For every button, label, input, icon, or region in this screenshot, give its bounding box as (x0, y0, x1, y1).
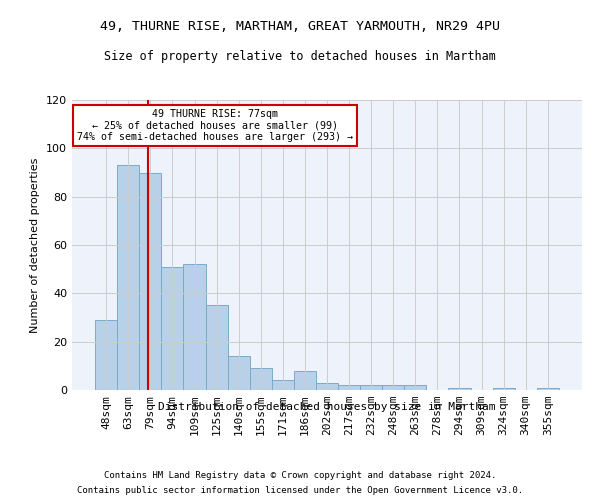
Text: Size of property relative to detached houses in Martham: Size of property relative to detached ho… (104, 50, 496, 63)
Bar (404, 385, 427, 390)
Bar (184, 264, 206, 390)
Text: 49 THURNE RISE: 77sqm
← 25% of detached houses are smaller (99)
74% of semi-deta: 49 THURNE RISE: 77sqm ← 25% of detached … (77, 108, 353, 142)
Bar (227, 356, 250, 390)
Bar (272, 380, 294, 390)
Bar (294, 370, 316, 390)
Bar (206, 306, 227, 390)
Bar (250, 368, 272, 390)
Bar (537, 388, 559, 390)
Bar (338, 385, 360, 390)
Text: 49, THURNE RISE, MARTHAM, GREAT YARMOUTH, NR29 4PU: 49, THURNE RISE, MARTHAM, GREAT YARMOUTH… (100, 20, 500, 33)
Bar (139, 172, 161, 390)
Bar (161, 267, 184, 390)
Bar (360, 385, 382, 390)
Bar (448, 388, 470, 390)
Y-axis label: Number of detached properties: Number of detached properties (31, 158, 40, 332)
Bar (382, 385, 404, 390)
Text: Contains public sector information licensed under the Open Government Licence v3: Contains public sector information licen… (77, 486, 523, 495)
Text: Distribution of detached houses by size in Martham: Distribution of detached houses by size … (158, 402, 496, 412)
Text: Contains HM Land Registry data © Crown copyright and database right 2024.: Contains HM Land Registry data © Crown c… (104, 471, 496, 480)
Bar (117, 166, 139, 390)
Bar (95, 320, 117, 390)
Bar (493, 388, 515, 390)
Bar (316, 383, 338, 390)
